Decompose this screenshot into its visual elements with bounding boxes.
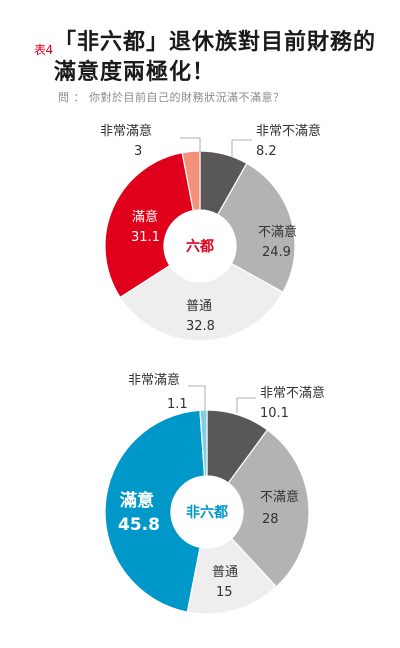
center-label-six-municipalities: 六都 [186, 238, 214, 255]
survey-question: 問 ： 你對於目前自己的財務狀況滿不滿意？ [58, 91, 285, 104]
chart-title: 「非六都」退休族對目前財務的滿意度兩極化！ [54, 30, 377, 85]
label-very-satisfied-name: 非常滿意 [100, 123, 152, 139]
donut-hole [164, 210, 236, 282]
label-very-dissatisfied-name: 非常不滿意 [260, 385, 325, 401]
label-very-dissatisfied-value: 8.2 [256, 144, 277, 159]
label-satisfied-value: 45.8 [118, 515, 160, 535]
table-number-tag: 表4 [34, 43, 53, 57]
label-neutral-name: 普通 [186, 299, 212, 314]
label-satisfied-name: 滿意 [120, 490, 154, 511]
leader-line-very-dissatisfied [231, 139, 252, 157]
donut-slices [104, 150, 296, 342]
label-dissatisfied-name: 不滿意 [258, 224, 297, 240]
donut-chart-six-municipalities: 非常滿意 3 非常不滿意 8.2 不滿意 24.9 普通 32.8 滿意 31.… [100, 123, 321, 342]
label-very-dissatisfied-value: 10.1 [260, 406, 289, 421]
donut-slices [104, 409, 310, 615]
label-very-satisfied-value: 1.1 [167, 397, 188, 412]
center-label-non-six-municipalities: 非六都 [186, 504, 228, 521]
label-very-dissatisfied-name: 非常不滿意 [256, 123, 321, 139]
label-dissatisfied-value: 28 [262, 512, 279, 527]
donut-chart-non-six-municipalities: 非常滿意 1.1 非常不滿意 10.1 不滿意 28 普通 15 滿意 45.8… [104, 372, 325, 615]
leader-line-very-dissatisfied [236, 397, 256, 413]
label-satisfied-name: 滿意 [132, 209, 158, 225]
label-neutral-name: 普通 [212, 565, 238, 580]
leader-line-very-satisfied [180, 137, 201, 152]
donut-hole [171, 476, 243, 548]
label-neutral-value: 32.8 [186, 319, 215, 334]
label-dissatisfied-name: 不滿意 [260, 489, 299, 505]
leader-line-very-satisfied [188, 385, 206, 411]
label-very-satisfied-value: 3 [134, 144, 142, 159]
label-very-satisfied-name: 非常滿意 [128, 372, 180, 388]
label-dissatisfied-value: 24.9 [262, 245, 291, 260]
label-neutral-value: 15 [216, 585, 233, 600]
label-satisfied-value: 31.1 [131, 230, 160, 245]
